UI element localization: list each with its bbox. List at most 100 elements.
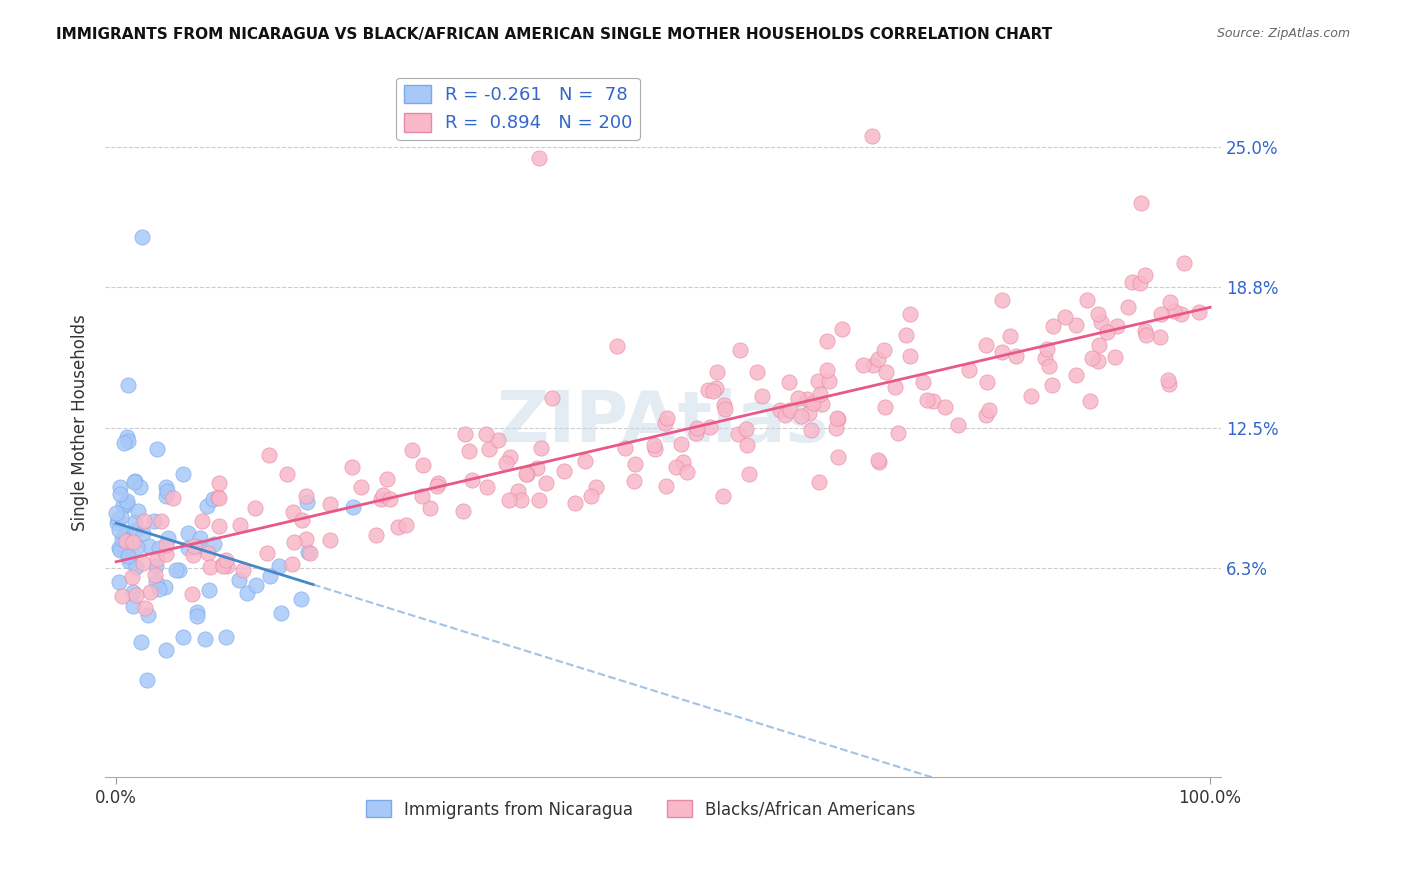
Point bbox=[232, 563, 254, 577]
Point bbox=[786, 391, 808, 405]
Point bbox=[807, 475, 830, 489]
Point bbox=[676, 465, 699, 479]
Point bbox=[112, 532, 135, 546]
Point bbox=[751, 389, 773, 403]
Point bbox=[990, 344, 1012, 359]
Point bbox=[132, 514, 155, 528]
Point bbox=[664, 460, 686, 475]
Point bbox=[948, 417, 970, 432]
Point bbox=[796, 392, 818, 407]
Point bbox=[1156, 373, 1178, 387]
Point bbox=[461, 473, 484, 487]
Point bbox=[195, 500, 218, 514]
Point bbox=[624, 457, 647, 471]
Point bbox=[1087, 307, 1109, 321]
Point bbox=[728, 343, 751, 357]
Point bbox=[800, 423, 823, 437]
Point bbox=[186, 605, 208, 619]
Point bbox=[290, 592, 312, 607]
Point bbox=[243, 500, 266, 515]
Point bbox=[451, 504, 474, 518]
Point bbox=[211, 558, 233, 573]
Point bbox=[1019, 389, 1042, 403]
Point bbox=[831, 321, 853, 335]
Point bbox=[808, 386, 831, 401]
Point bbox=[1129, 276, 1152, 290]
Point bbox=[1149, 330, 1171, 344]
Point bbox=[979, 403, 1001, 417]
Point bbox=[900, 307, 922, 321]
Point bbox=[412, 458, 434, 472]
Point bbox=[1104, 350, 1126, 364]
Point bbox=[131, 230, 153, 244]
Point bbox=[860, 128, 883, 143]
Point bbox=[727, 426, 749, 441]
Point bbox=[155, 538, 177, 552]
Point bbox=[419, 500, 441, 515]
Point bbox=[105, 506, 128, 520]
Point bbox=[110, 510, 132, 524]
Point bbox=[866, 351, 889, 366]
Point bbox=[191, 514, 214, 528]
Point bbox=[541, 392, 564, 406]
Point bbox=[215, 553, 238, 567]
Point bbox=[228, 574, 250, 588]
Point bbox=[1105, 319, 1128, 334]
Point bbox=[998, 329, 1021, 343]
Point bbox=[129, 634, 152, 648]
Point bbox=[706, 381, 728, 395]
Point bbox=[672, 455, 695, 469]
Point bbox=[779, 402, 801, 417]
Point bbox=[1163, 303, 1185, 318]
Point bbox=[644, 442, 666, 456]
Point bbox=[245, 578, 267, 592]
Point bbox=[475, 480, 498, 494]
Point bbox=[815, 334, 838, 348]
Point bbox=[1064, 318, 1087, 332]
Point bbox=[486, 433, 509, 447]
Point bbox=[896, 327, 918, 342]
Point bbox=[669, 437, 692, 451]
Point bbox=[217, 558, 239, 573]
Point bbox=[811, 397, 834, 411]
Point bbox=[530, 441, 553, 455]
Legend: Immigrants from Nicaragua, Blacks/African Americans: Immigrants from Nicaragua, Blacks/Africa… bbox=[360, 794, 922, 825]
Point bbox=[706, 366, 728, 380]
Point bbox=[256, 545, 278, 559]
Point bbox=[515, 467, 537, 482]
Point bbox=[898, 349, 921, 363]
Point bbox=[574, 454, 596, 468]
Point bbox=[267, 558, 290, 573]
Point bbox=[797, 407, 820, 421]
Point bbox=[212, 558, 235, 573]
Point bbox=[270, 606, 292, 620]
Point bbox=[426, 478, 449, 492]
Point bbox=[125, 540, 148, 554]
Point bbox=[1090, 315, 1112, 329]
Point bbox=[508, 484, 530, 499]
Point bbox=[1087, 354, 1109, 368]
Point bbox=[208, 475, 231, 490]
Point bbox=[259, 448, 281, 462]
Point bbox=[155, 580, 177, 594]
Point bbox=[114, 436, 136, 450]
Point bbox=[375, 472, 398, 486]
Point bbox=[136, 673, 159, 687]
Point bbox=[155, 642, 177, 657]
Point bbox=[125, 588, 148, 602]
Point bbox=[259, 569, 281, 583]
Point bbox=[534, 476, 557, 491]
Point bbox=[283, 535, 305, 549]
Point bbox=[378, 491, 401, 506]
Point bbox=[107, 541, 129, 555]
Point bbox=[115, 496, 138, 510]
Point bbox=[643, 438, 665, 452]
Point bbox=[115, 498, 138, 512]
Point bbox=[738, 467, 761, 481]
Point bbox=[934, 401, 956, 415]
Point bbox=[319, 533, 342, 548]
Point bbox=[194, 632, 217, 646]
Point bbox=[186, 608, 208, 623]
Point bbox=[370, 492, 392, 507]
Point bbox=[579, 489, 602, 503]
